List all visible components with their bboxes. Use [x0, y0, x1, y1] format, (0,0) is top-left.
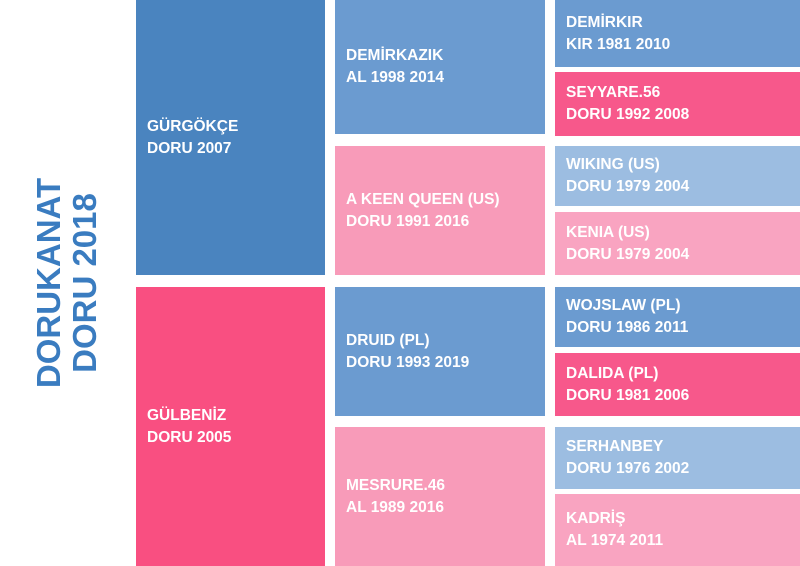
horse-name: GÜRGÖKÇE: [147, 117, 239, 135]
horse-info: DORU 1976 2002: [566, 460, 690, 477]
horse-box: GÜRGÖKÇE DORU 2007: [136, 0, 325, 275]
horse-name: DEMİRKIR: [566, 13, 643, 31]
horse-info: AL 1989 2016: [346, 498, 444, 516]
horse-box: DRUID (PL) DORU 1993 2019: [335, 287, 545, 416]
horse-name: WOJSLAW (PL): [566, 297, 681, 314]
horse-info: DORU 1992 2008: [566, 106, 690, 123]
horse-name: SERHANBEY: [566, 438, 664, 455]
horse-name: WIKING (US): [566, 156, 660, 173]
horse-box: DEMİRKIR KIR 1981 2010: [555, 0, 800, 67]
horse-name: SEYYARE.56: [566, 84, 661, 101]
horse-box: WIKING (US) DORU 1979 2004: [555, 146, 800, 206]
horse-box: KADRİŞ AL 1974 2011: [555, 494, 800, 566]
horse-box: DALIDA (PL) DORU 1981 2006: [555, 353, 800, 416]
horse-box: KENIA (US) DORU 1979 2004: [555, 212, 800, 275]
horse-name: A KEEN QUEEN (US): [346, 190, 500, 208]
horse-info: DORU 1979 2004: [566, 245, 690, 263]
horse-info: DORU 1986 2011: [566, 319, 689, 336]
horse-info: DORU 2007: [147, 139, 232, 157]
horse-name: DALIDA (PL): [566, 364, 659, 382]
horse-box: MESRURE.46 AL 1989 2016: [335, 427, 545, 566]
horse-info: AL 1998 2014: [346, 69, 444, 86]
horse-info: DORU 1993 2019: [346, 353, 470, 371]
horse-info: AL 1974 2011: [566, 532, 664, 549]
horse-info: DORU 1981 2006: [566, 386, 690, 404]
horse-info: DORU 1991 2016: [346, 212, 470, 230]
subject-name: DORUKANAT: [30, 177, 67, 389]
horse-name: DRUID (PL): [346, 331, 430, 349]
subject: DORUKANAT DORU 2018: [0, 0, 135, 566]
horse-box: SEYYARE.56 DORU 1992 2008: [555, 72, 800, 136]
subject-info: DORU 2018: [66, 193, 103, 373]
horse-info: KIR 1981 2010: [566, 35, 671, 53]
horse-box: DEMİRKAZIK AL 1998 2014: [335, 0, 545, 134]
horse-info: DORU 1979 2004: [566, 178, 690, 195]
horse-name: DEMİRKAZIK: [346, 47, 444, 64]
horse-name: KADRİŞ: [566, 510, 626, 527]
horse-box: GÜLBENİZ DORU 2005: [136, 287, 325, 566]
subject-label: DORUKANAT DORU 2018: [30, 177, 103, 389]
horse-box: A KEEN QUEEN (US) DORU 1991 2016: [335, 146, 545, 275]
horse-name: GÜLBENİZ: [147, 406, 227, 424]
horse-name: MESRURE.46: [346, 476, 446, 494]
horse-info: DORU 2005: [147, 428, 232, 446]
horse-name: KENIA (US): [566, 223, 650, 241]
horse-box: WOJSLAW (PL) DORU 1986 2011: [555, 287, 800, 347]
horse-box: SERHANBEY DORU 1976 2002: [555, 427, 800, 489]
